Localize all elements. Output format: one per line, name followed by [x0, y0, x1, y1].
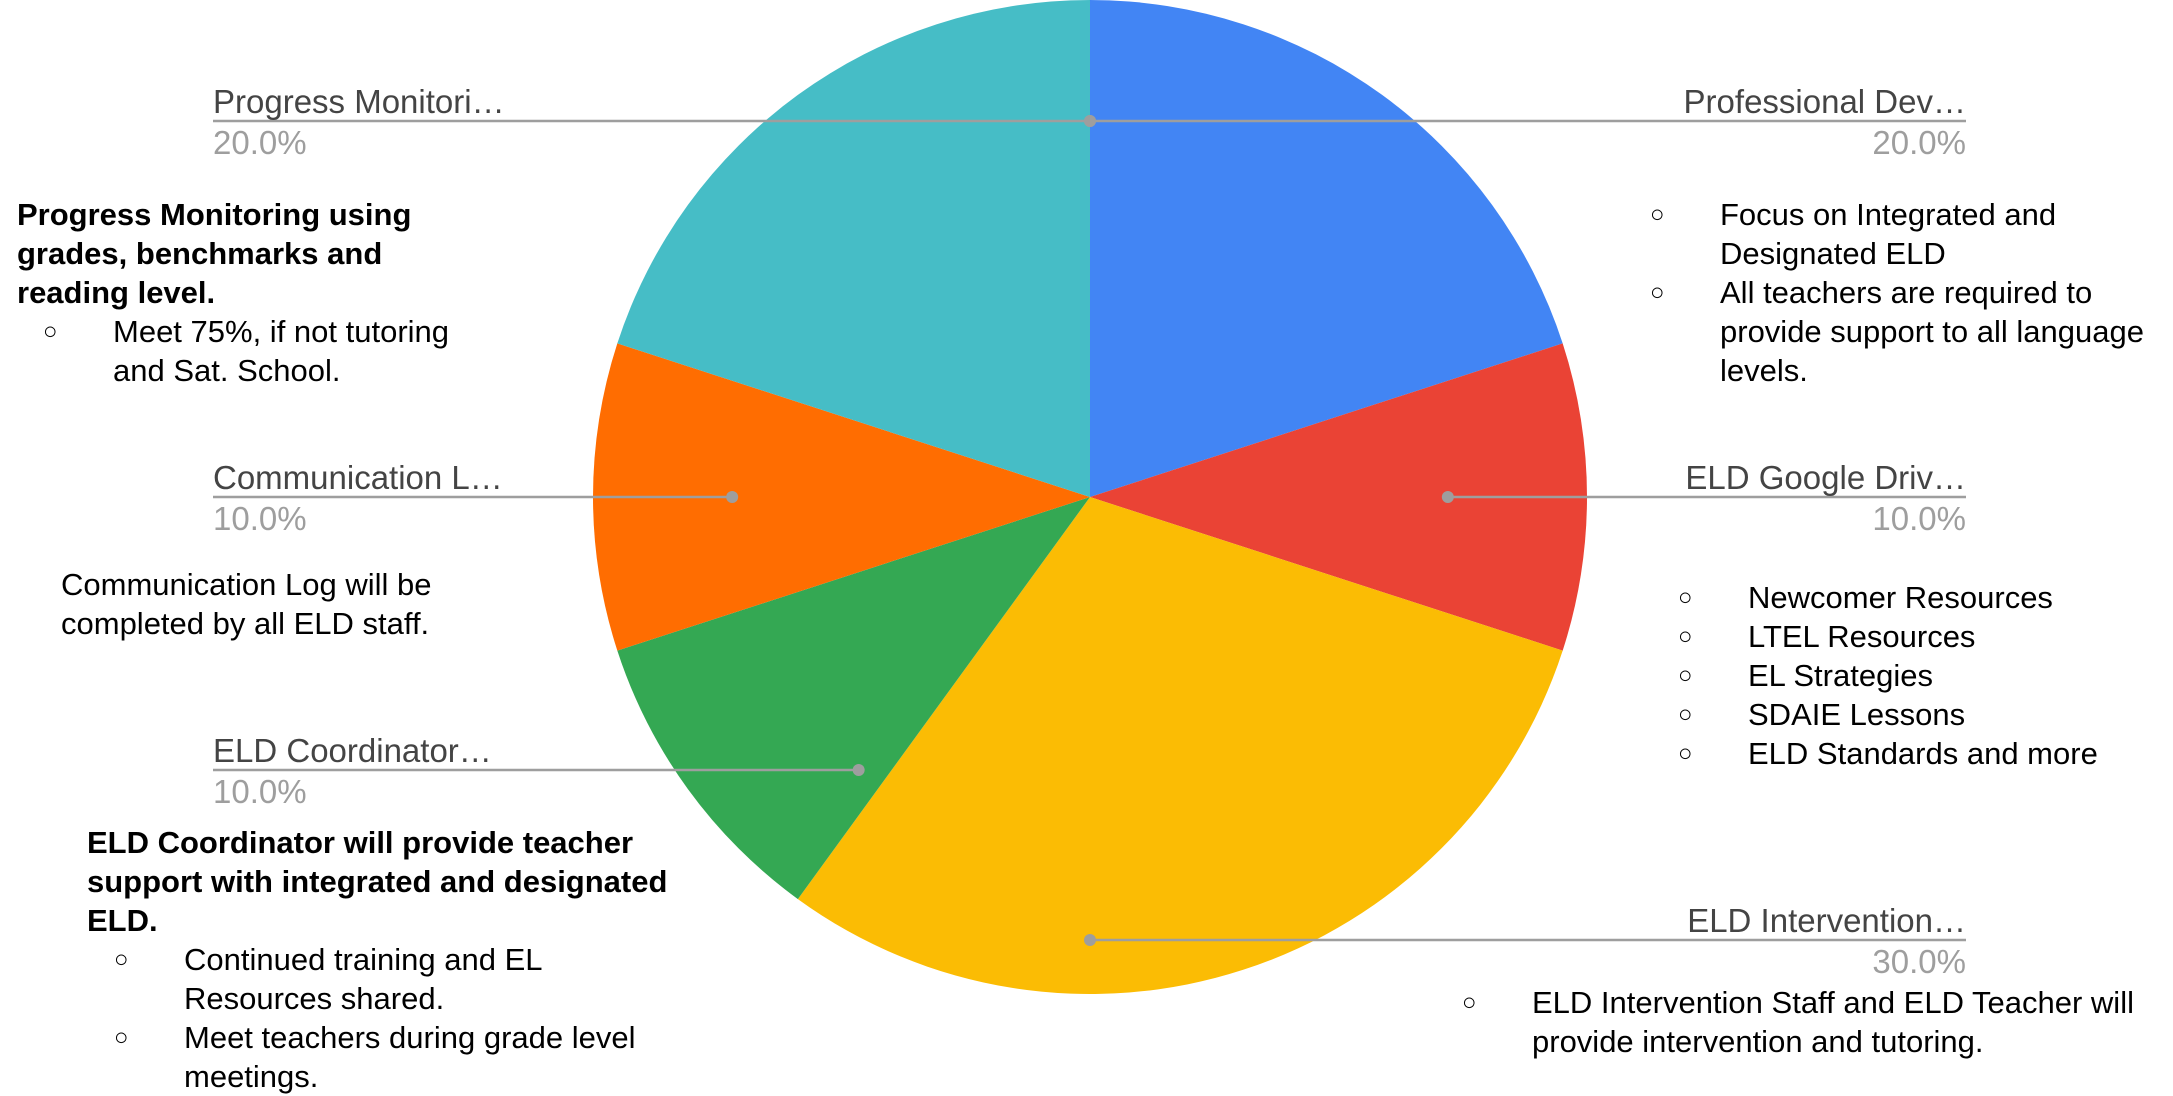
- leader-dot: [852, 764, 865, 776]
- list-item: ○ Newcomer Resources: [1678, 578, 2168, 617]
- slice-callouts: Professional Dev… 20.0% ELD Google Driv… 10…: [213, 83, 1966, 980]
- leader-dot: [1084, 115, 1096, 127]
- progress-monitoring-heading: Progress Monitoring using grades, benchm…: [17, 197, 412, 310]
- eld-intervention-list: ○ ELD Intervention Staff and ELD Teacher…: [1462, 983, 2170, 1061]
- slice-percent-label: 10.0%: [1872, 500, 1966, 537]
- list-item-text: All teachers are required to provide sup…: [1720, 275, 2144, 388]
- pie-slice: [797, 497, 1563, 994]
- list-item: ○ LTEL Resources: [1678, 617, 2168, 656]
- eld-intervention-note: ○ ELD Intervention Staff and ELD Teacher…: [1462, 983, 2170, 1061]
- slice-label: ELD Intervention…: [1687, 902, 1966, 939]
- list-item: ○ SDAIE Lessons: [1678, 695, 2168, 734]
- professional-development-list: ○ Focus on Integrated and Designated ELD…: [1650, 195, 2170, 390]
- slice-label: ELD Coordinator…: [213, 732, 492, 769]
- slice-percent-label: 20.0%: [1872, 124, 1966, 161]
- list-item: ○ ELD Intervention Staff and ELD Teacher…: [1462, 983, 2170, 1061]
- list-item: ○ Focus on Integrated and Designated ELD: [1650, 195, 2170, 273]
- list-item: ○ Meet 75%, if not tutoring and Sat. Sch…: [43, 312, 493, 390]
- bullet-icon: ○: [1678, 740, 1693, 767]
- eld-coordinator-heading: ELD Coordinator will provide teacher sup…: [87, 825, 668, 938]
- bullet-icon: ○: [1650, 201, 1665, 228]
- pie-slice: [593, 343, 1090, 651]
- professional-development-note: ○ Focus on Integrated and Designated ELD…: [1650, 195, 2170, 390]
- slice-label: Communication L…: [213, 459, 503, 496]
- list-item-text: Focus on Integrated and Designated ELD: [1720, 197, 2057, 271]
- progress-monitoring-list: ○ Meet 75%, if not tutoring and Sat. Sch…: [43, 312, 493, 390]
- bullet-icon: ○: [1678, 662, 1693, 689]
- slice-label: Professional Dev…: [1684, 83, 1966, 120]
- list-item-text: Meet 75%, if not tutoring and Sat. Schoo…: [113, 314, 450, 388]
- bullet-icon: ○: [114, 1024, 129, 1051]
- list-item: ○ EL Strategies: [1678, 656, 2168, 695]
- slice-percent-label: 20.0%: [213, 124, 307, 161]
- slice-label: Progress Monitori…: [213, 83, 505, 120]
- pie-slices: [593, 0, 1587, 994]
- pie-slice: [617, 497, 1090, 900]
- list-item-text: Continued training and EL Resources shar…: [184, 942, 542, 1016]
- list-item: ○ Meet teachers during grade level meeti…: [114, 1018, 664, 1096]
- slice-percent-label: 10.0%: [213, 773, 307, 810]
- bullet-icon: ○: [1678, 623, 1693, 650]
- bullet-icon: ○: [1678, 701, 1693, 728]
- slice-percent-label: 30.0%: [1872, 943, 1966, 980]
- list-item-text: Newcomer Resources: [1748, 580, 2053, 615]
- slice-label: ELD Google Driv…: [1685, 459, 1966, 496]
- progress-monitoring-note: Progress Monitoring using grades, benchm…: [17, 195, 449, 390]
- list-item: ○ ELD Standards and more: [1678, 734, 2168, 773]
- eld-coordinator-list: ○ Continued training and EL Resources sh…: [114, 940, 664, 1096]
- pie-slice: [1090, 343, 1587, 651]
- leader-dot: [1441, 491, 1454, 503]
- eld-google-drive-list: ○ Newcomer Resources ○ LTEL Resources ○ …: [1678, 578, 2168, 773]
- list-item-text: ELD Intervention Staff and ELD Teacher w…: [1532, 985, 2134, 1059]
- bullet-icon: ○: [1650, 279, 1665, 306]
- leader-dot: [726, 491, 739, 503]
- eld-google-drive-note: ○ Newcomer Resources ○ LTEL Resources ○ …: [1678, 578, 2168, 773]
- communication-log-text: Communication Log will be completed by a…: [61, 567, 432, 641]
- list-item-text: Meet teachers during grade level meeting…: [184, 1020, 636, 1094]
- leader-dot: [1084, 934, 1096, 946]
- pie-slice: [1090, 0, 1563, 497]
- communication-log-note: Communication Log will be completed by a…: [61, 565, 481, 643]
- bullet-icon: ○: [1462, 989, 1477, 1016]
- list-item-text: LTEL Resources: [1748, 619, 1976, 654]
- pie-slice: [617, 0, 1090, 497]
- slice-percent-label: 10.0%: [213, 500, 307, 537]
- list-item-text: SDAIE Lessons: [1748, 697, 1966, 732]
- bullet-icon: ○: [43, 318, 58, 345]
- bullet-icon: ○: [1678, 584, 1693, 611]
- eld-coordinator-note: ELD Coordinator will provide teacher sup…: [87, 823, 677, 1096]
- list-item: ○ All teachers are required to provide s…: [1650, 273, 2170, 390]
- list-item: ○ Continued training and EL Resources sh…: [114, 940, 664, 1018]
- list-item-text: ELD Standards and more: [1748, 736, 2098, 771]
- list-item-text: EL Strategies: [1748, 658, 1933, 693]
- bullet-icon: ○: [114, 946, 129, 973]
